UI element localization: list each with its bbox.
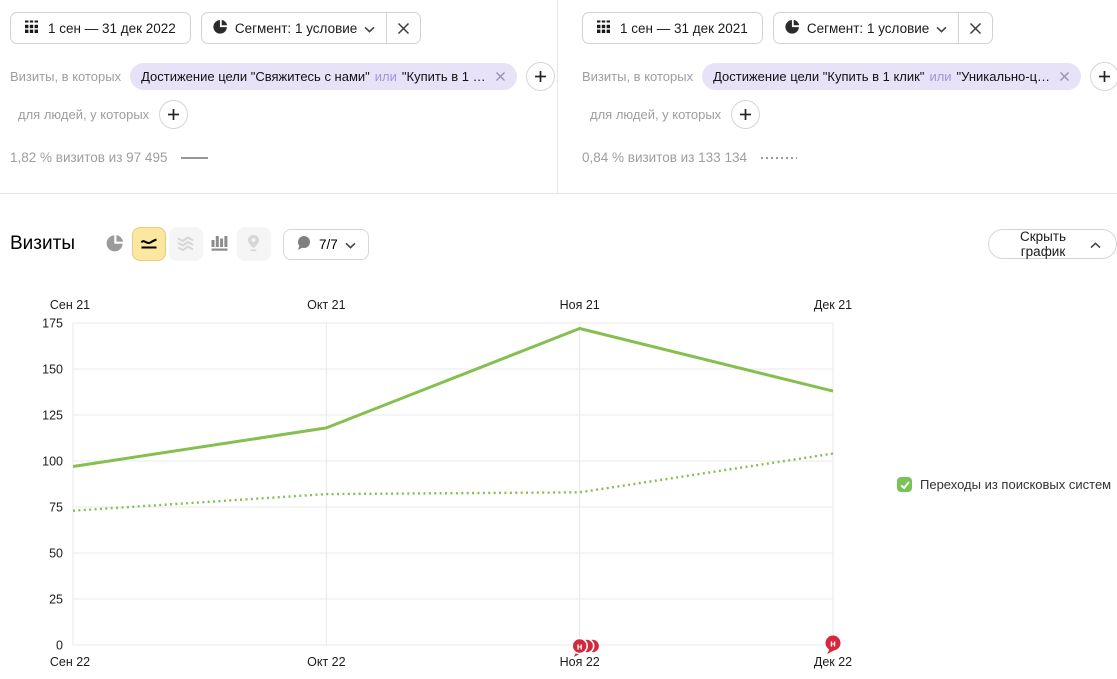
line-chart-icon [140, 235, 158, 253]
segment-control-a: Сегмент: 1 условие [200, 12, 422, 44]
people-condition-label: для людей, у которых [590, 107, 722, 122]
map-pin-icon [245, 234, 262, 255]
date-range-button-a[interactable]: 1 сен — 31 дек 2022 [10, 12, 191, 44]
add-visit-condition-button-a[interactable] [525, 62, 555, 91]
chart-metric-title: Визиты [10, 233, 75, 254]
segment-summary-row-b: 0,84 % визитов из 133 134 [582, 150, 797, 165]
top-axis-month-label: Дек 21 [814, 298, 852, 312]
chip-or-word: или [929, 69, 952, 84]
annotation-marker-Ноя 22[interactable]: н [571, 637, 601, 658]
comments-dropdown-button[interactable]: 7/7 [282, 228, 369, 260]
pie-chart-icon [106, 234, 124, 255]
visits-condition-label: Визиты, в которых [10, 69, 122, 84]
map-view-button[interactable] [236, 227, 271, 261]
comments-count-label: 7/7 [318, 236, 338, 252]
segment-dropdown-b[interactable]: Сегмент: 1 условие [774, 13, 958, 43]
segment-control-b: Сегмент: 1 условие [772, 12, 994, 44]
goal-condition-chip-a[interactable]: Достижение цели "Свяжитесь с нами" или "… [130, 63, 517, 90]
top-axis-month-label: Окт 21 [307, 298, 345, 312]
chevron-down-icon [936, 21, 947, 36]
series-line-dotted[interactable] [72, 452, 834, 512]
hide-chart-button[interactable]: Скрыть график [988, 229, 1117, 259]
calendar-grid-icon [597, 20, 611, 37]
visits-condition-row-b: Визиты, в которых Достижение цели "Купит… [582, 62, 1117, 91]
date-range-button-b[interactable]: 1 сен — 31 дек 2021 [582, 12, 763, 44]
segment-dropdown-a[interactable]: Сегмент: 1 условие [202, 13, 386, 43]
y-axis-tick-label: 125 [42, 409, 63, 423]
segment-pie-icon [785, 19, 800, 37]
bottom-axis-month-label: Ноя 22 [560, 655, 600, 669]
segment-panel-a: 1 сен — 31 дек 2022 Сегмент: 1 условие [0, 0, 557, 194]
annotation-marker-Дек 22[interactable]: н [825, 635, 841, 655]
y-axis-tick-label: 25 [49, 593, 63, 607]
people-condition-row-a: для людей, у которых [18, 100, 189, 129]
chip-remove-icon[interactable] [1059, 71, 1070, 82]
y-axis-tick-label: 50 [49, 547, 63, 561]
line-chart-view-button[interactable] [131, 227, 166, 261]
top-axis-month-label: Ноя 21 [560, 298, 600, 312]
calendar-grid-icon [25, 20, 39, 37]
y-axis-tick-label: 75 [49, 501, 63, 515]
add-people-condition-button-b[interactable] [731, 100, 761, 129]
dotted-line-swatch [760, 156, 797, 159]
legend-label: Переходы из поисковых систем [920, 477, 1112, 492]
segment-pie-icon [213, 19, 228, 37]
plot-border [72, 322, 834, 646]
y-axis-tick-label: 100 [42, 455, 63, 469]
svg-text:н: н [577, 642, 583, 653]
panels-divider [557, 0, 558, 194]
y-axis-tick-label: 0 [56, 639, 63, 653]
chip-text: Достижение цели "Купить в 1 клик" [713, 69, 925, 84]
solid-line-swatch [181, 156, 209, 159]
pie-chart-view-button[interactable] [101, 227, 129, 261]
svg-text:н: н [830, 639, 836, 650]
add-visit-condition-button-b[interactable] [1090, 62, 1117, 91]
chip-or-word: или [374, 69, 397, 84]
chip-text-truncated: "Купить в 1 … [401, 69, 486, 84]
comment-bubble-icon [296, 235, 312, 254]
legend-checkbox-checked[interactable] [897, 477, 912, 492]
bottom-axis-month-label: Дек 22 [814, 655, 852, 669]
visits-line-chart[interactable]: 0 25 50 75 100 125 150 175 Сен 21 Окт 21 Ноя 21 Дек… [0, 295, 880, 679]
segment-a-controls: 1 сен — 31 дек 2022 Сегмент: 1 условие [10, 12, 422, 44]
remove-segment-button-b[interactable] [958, 13, 992, 43]
y-axis-tick-label: 175 [42, 317, 63, 331]
date-range-label: 1 сен — 31 дек 2022 [48, 20, 176, 36]
goal-condition-chip-b[interactable]: Достижение цели "Купить в 1 клик" или "У… [702, 63, 1082, 90]
area-chart-icon [177, 235, 194, 254]
legend-item-search-traffic[interactable]: Переходы из поисковых систем [897, 477, 1111, 492]
bottom-axis-month-label: Окт 22 [307, 655, 345, 669]
segment-label: Сегмент: 1 условие [806, 20, 930, 36]
bar-chart-view-button[interactable] [206, 227, 234, 261]
chip-text: Достижение цели "Свяжитесь с нами" [141, 69, 370, 84]
segment-summary-text: 1,82 % визитов из 97 495 [10, 150, 168, 165]
people-condition-label: для людей, у которых [18, 107, 150, 122]
series-line-solid[interactable] [72, 327, 834, 468]
people-condition-row-b: для людей, у которых [590, 100, 761, 129]
chart-toolbar: Визиты [10, 227, 369, 261]
chevron-up-icon [1090, 237, 1101, 252]
visits-condition-row-a: Визиты, в которых Достижение цели "Свяжи… [10, 62, 555, 91]
y-axis-tick-label: 150 [42, 363, 63, 377]
segment-summary-text: 0,84 % визитов из 133 134 [582, 150, 747, 165]
chevron-down-icon [345, 237, 356, 252]
date-range-label: 1 сен — 31 дек 2021 [620, 20, 748, 36]
top-axis-month-label: Сен 21 [50, 298, 90, 312]
add-people-condition-button-a[interactable] [159, 100, 189, 129]
segment-b-controls: 1 сен — 31 дек 2021 Сегмент: 1 условие [582, 12, 994, 44]
hide-chart-label: Скрыть график [1019, 229, 1067, 259]
segment-summary-row-a: 1,82 % визитов из 97 495 [10, 150, 209, 165]
area-chart-view-button[interactable] [168, 227, 203, 261]
chip-text-truncated: "Уникально-ц… [956, 69, 1051, 84]
segment-label: Сегмент: 1 условие [234, 20, 358, 36]
chip-remove-icon[interactable] [495, 71, 506, 82]
bottom-axis-month-label: Сен 22 [50, 655, 90, 669]
segment-panel-b: 1 сен — 31 дек 2021 Сегмент: 1 условие [572, 0, 1117, 194]
segments-comparison-section: 1 сен — 31 дек 2022 Сегмент: 1 условие [0, 0, 1117, 194]
bar-chart-icon [211, 234, 228, 254]
chevron-down-icon [364, 21, 375, 36]
remove-segment-button-a[interactable] [386, 13, 420, 43]
visits-condition-label: Визиты, в которых [582, 69, 694, 84]
